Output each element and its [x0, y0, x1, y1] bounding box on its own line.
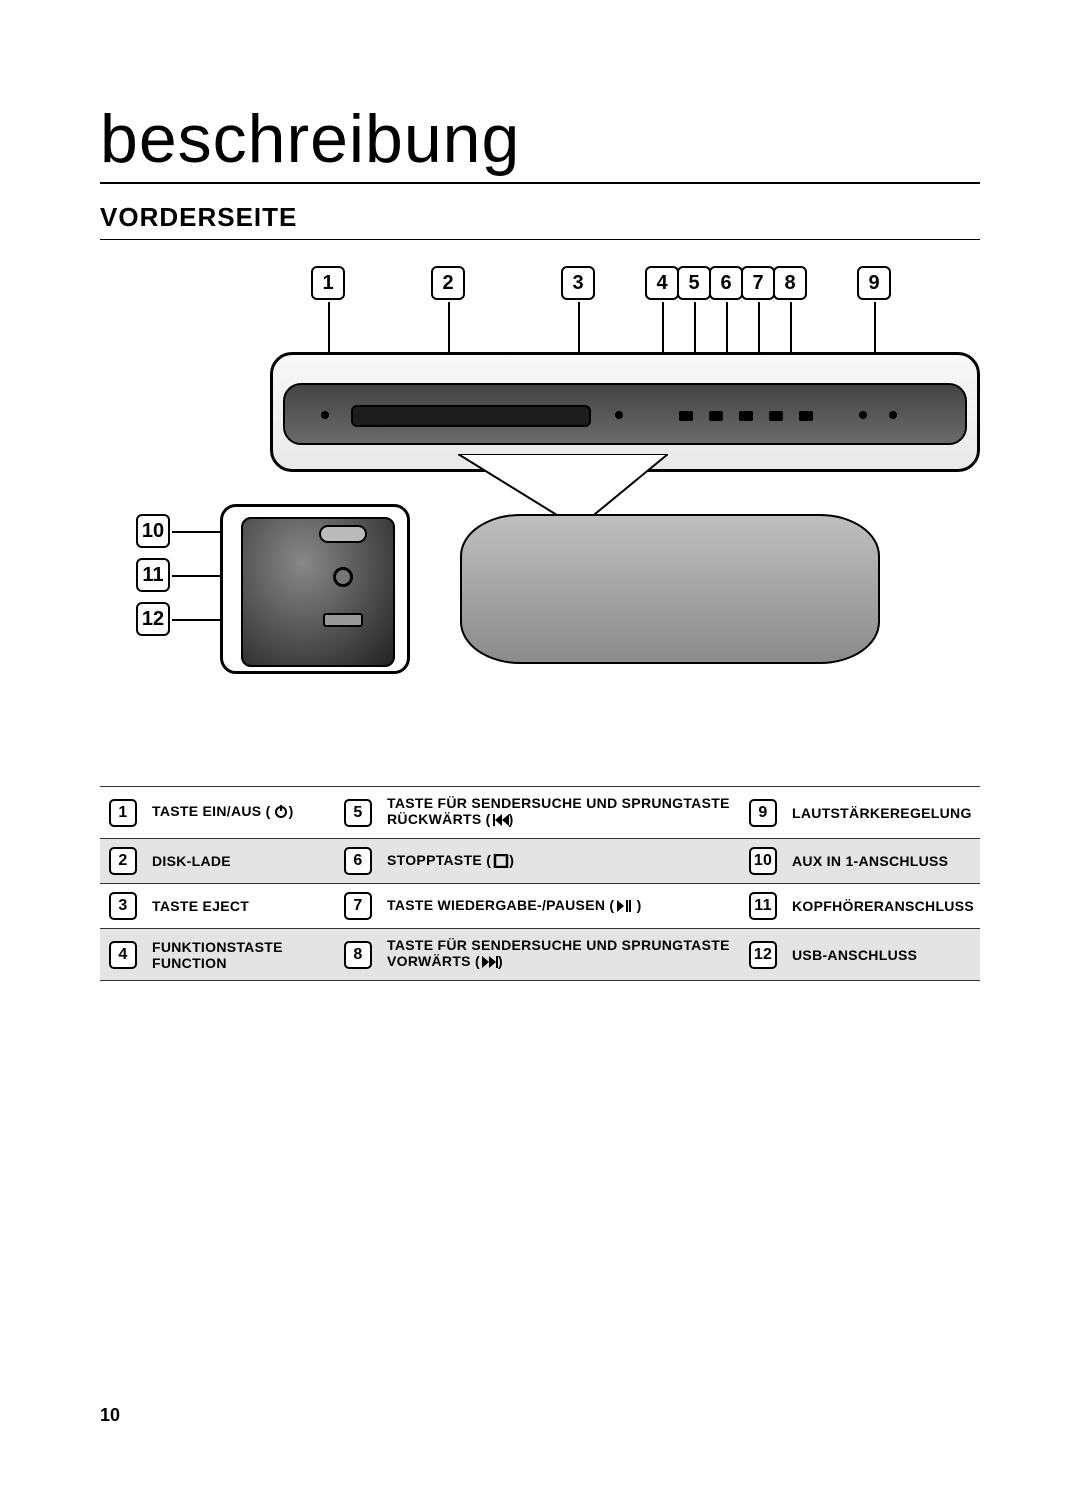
legend-label-cell: STOPPTASTE ()	[381, 839, 740, 884]
callout-3: 3	[561, 266, 595, 300]
callout-2: 2	[431, 266, 465, 300]
section-subtitle: VORDERSEITE	[100, 202, 980, 240]
legend-label-cell: TASTE EIN/AUS ()	[146, 787, 335, 839]
legend-label-cell: TASTE WIEDERGABE-/PAUSEN ( )	[381, 884, 740, 929]
legend-num-cell: 11	[740, 884, 786, 929]
device-top-inner	[283, 383, 967, 445]
legend-label-tail: )	[509, 852, 514, 868]
legend-num-cell: 1	[100, 787, 146, 839]
callout-11: 11	[136, 558, 170, 592]
legend-label-tail: )	[289, 803, 294, 819]
callout-10: 10	[136, 514, 170, 548]
playpause-icon	[616, 899, 632, 916]
device-side-panel	[220, 504, 410, 674]
legend-label-cell: USB-ANSCHLUSS	[786, 929, 980, 981]
usb-port-icon	[323, 613, 363, 627]
legend-table: 1 TASTE EIN/AUS () 5 TASTE FÜR SENDERSUCHE …	[100, 786, 980, 981]
page-number: 10	[100, 1405, 120, 1426]
legend-num: 3	[109, 892, 137, 920]
callout-4: 4	[645, 266, 679, 300]
legend-num: 2	[109, 847, 137, 875]
legend-num: 9	[749, 799, 777, 827]
legend-label: AUX IN 1-ANSCHLUSS	[792, 853, 948, 869]
callout-1: 1	[311, 266, 345, 300]
callout-12: 12	[136, 602, 170, 636]
legend-label: TASTE EIN/AUS (	[152, 803, 271, 819]
next-icon	[482, 955, 498, 972]
eject-button-dot	[615, 411, 623, 419]
callout-8: 8	[773, 266, 807, 300]
legend-label: STOPPTASTE (	[387, 852, 491, 868]
callout-9: 9	[857, 266, 891, 300]
front-diagram: 1 2 3 4 5 6 7 8 9	[100, 266, 980, 696]
headphone-jack-icon	[333, 567, 353, 587]
legend-label-tail: )	[632, 897, 641, 913]
legend-row: 1 TASTE EIN/AUS () 5 TASTE FÜR SENDERSUCHE …	[100, 787, 980, 839]
legend-label: KOPFHÖRERANSCHLUSS	[792, 898, 974, 914]
legend-label-tail: )	[509, 811, 514, 827]
legend-label-cell: DISK-LADE	[146, 839, 335, 884]
vol-minus	[859, 411, 867, 419]
next-btn	[799, 411, 813, 421]
function-btn	[679, 411, 693, 421]
legend-num: 5	[344, 799, 372, 827]
legend-row: 3 TASTE EJECT 7 TASTE WIEDERGABE-/PAUSEN ( …	[100, 884, 980, 929]
legend-row: 4 FUNKTIONSTASTE FUNCTION 8 TASTE FÜR SENDE…	[100, 929, 980, 981]
legend-label: FUNKTIONSTASTE FUNCTION	[152, 939, 283, 971]
legend-label: TASTE WIEDERGABE-/PAUSEN (	[387, 897, 614, 913]
legend-label: TASTE EJECT	[152, 898, 249, 914]
vol-plus	[889, 411, 897, 419]
callout-6: 6	[709, 266, 743, 300]
aux-port-icon	[319, 525, 367, 543]
legend-num-cell: 4	[100, 929, 146, 981]
legend-num: 6	[344, 847, 372, 875]
legend-label-cell: LAUTSTÄRKEREGELUNG	[786, 787, 980, 839]
page-title: beschreibung	[100, 100, 980, 184]
legend-num-cell: 12	[740, 929, 786, 981]
play-btn	[769, 411, 783, 421]
callout-5: 5	[677, 266, 711, 300]
legend-num-cell: 5	[335, 787, 381, 839]
callout-7: 7	[741, 266, 775, 300]
stop-btn	[739, 411, 753, 421]
legend-num: 11	[749, 892, 777, 920]
legend-label: LAUTSTÄRKEREGELUNG	[792, 805, 972, 821]
legend-num-cell: 6	[335, 839, 381, 884]
legend-num-cell: 3	[100, 884, 146, 929]
disk-slot	[351, 405, 591, 427]
legend-label-cell: TASTE EJECT	[146, 884, 335, 929]
legend-num: 8	[344, 941, 372, 969]
legend-num-cell: 2	[100, 839, 146, 884]
stop-icon	[493, 854, 509, 871]
legend-label: TASTE FÜR SENDERSUCHE UND SPRUNGTASTE RÜ…	[387, 795, 730, 827]
legend-label-tail: )	[498, 953, 503, 969]
legend-label-cell: KOPFHÖRERANSCHLUSS	[786, 884, 980, 929]
prev-icon	[493, 813, 509, 830]
legend-label-cell: TASTE FÜR SENDERSUCHE UND SPRUNGTASTE VO…	[381, 929, 740, 981]
legend-label: TASTE FÜR SENDERSUCHE UND SPRUNGTASTE VO…	[387, 937, 730, 969]
legend-label-cell: TASTE FÜR SENDERSUCHE UND SPRUNGTASTE RÜ…	[381, 787, 740, 839]
legend-num: 1	[109, 799, 137, 827]
legend-label-cell: FUNKTIONSTASTE FUNCTION	[146, 929, 335, 981]
speaker-body	[460, 514, 880, 664]
power-icon	[273, 805, 289, 822]
legend-num: 4	[109, 941, 137, 969]
legend-num-cell: 8	[335, 929, 381, 981]
legend-row: 2 DISK-LADE 6 STOPPTASTE () 10 AUX IN 1-ANSCH…	[100, 839, 980, 884]
side-panel-body	[241, 517, 395, 667]
legend-label: USB-ANSCHLUSS	[792, 947, 917, 963]
legend-label: DISK-LADE	[152, 853, 231, 869]
prev-btn	[709, 411, 723, 421]
legend-label-cell: AUX IN 1-ANSCHLUSS	[786, 839, 980, 884]
power-button-dot	[321, 411, 329, 419]
legend-num: 7	[344, 892, 372, 920]
legend-num: 10	[749, 847, 777, 875]
legend-num-cell: 9	[740, 787, 786, 839]
legend-num-cell: 10	[740, 839, 786, 884]
legend-num-cell: 7	[335, 884, 381, 929]
legend-num: 12	[749, 941, 777, 969]
